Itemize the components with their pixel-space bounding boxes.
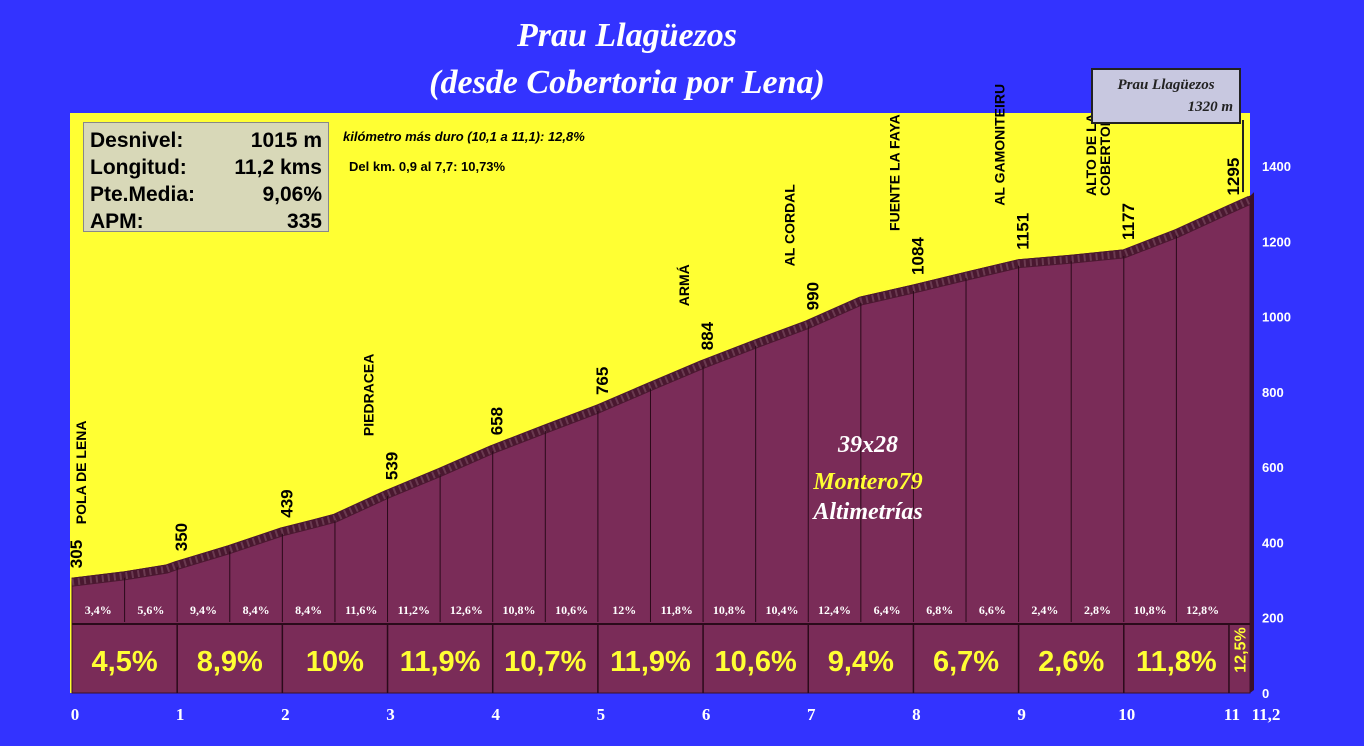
- y-tick-label: 800: [1262, 385, 1284, 400]
- km-gradient-label: 12,6%: [450, 603, 483, 617]
- stats-box: Desnivel: 1015 m Longitud: 11,2 kms Pte.Me…: [83, 122, 329, 233]
- km-gradient-label: 2,8%: [1084, 603, 1111, 617]
- section-gradient-label: 12,5%: [1232, 627, 1249, 672]
- y-tick-label: 0: [1262, 686, 1269, 701]
- km-gradient-label: 8,4%: [295, 603, 322, 617]
- x-tick-label: 2: [281, 705, 290, 724]
- section-gradient-label: 10,7%: [504, 646, 586, 678]
- km-gradient-label: 12%: [612, 603, 636, 617]
- place-label: COBERTORIA: [1097, 102, 1113, 196]
- place-label: ARMÁ: [676, 264, 692, 306]
- stat-longitud: Longitud: 11,2 kms: [90, 156, 322, 179]
- x-tick-label: 1: [176, 705, 185, 724]
- y-tick-label: 1000: [1262, 310, 1291, 325]
- km-gradient-label: 11,2%: [398, 603, 430, 617]
- elevation-label: 539: [383, 452, 402, 480]
- elevation-label: 1177: [1119, 203, 1138, 240]
- km-gradient-label: 8,4%: [243, 603, 270, 617]
- km-gradient-label: 9,4%: [190, 603, 217, 617]
- y-tick-label: 400: [1262, 535, 1284, 550]
- x-tick-label: 4: [491, 705, 500, 724]
- elevation-label: 305: [67, 540, 86, 568]
- stat-pendiente-media: Pte.Media: 9,06%: [90, 183, 322, 206]
- elevation-label: 765: [593, 367, 612, 395]
- y-tick-label: 200: [1262, 611, 1284, 626]
- site-credit: Altimetrías: [811, 499, 922, 525]
- x-tick-label: 5: [597, 705, 606, 724]
- km-gradient-label: 5,6%: [137, 603, 164, 617]
- place-label: AL GAMONITEIRU: [992, 84, 1008, 206]
- x-tick-label: 7: [807, 705, 816, 724]
- stat-desnivel: Desnivel: 1015 m: [90, 129, 322, 152]
- y-tick-label: 1400: [1262, 159, 1291, 174]
- stat-apm: APM: 335: [90, 210, 322, 233]
- section-gradient-label: 6,7%: [933, 646, 999, 678]
- section-gradient-label: 8,9%: [197, 646, 263, 678]
- km-gradient-label: 3,4%: [85, 603, 112, 617]
- km-gradient-label: 10,8%: [503, 603, 536, 617]
- x-tick-label: 8: [912, 705, 921, 724]
- km-gradient-label: 10,4%: [765, 603, 798, 617]
- x-tick-label: 3: [386, 705, 395, 724]
- elevation-label: 990: [803, 282, 822, 310]
- place-label: FUENTE LA FAYA: [886, 114, 902, 231]
- road-band: [71, 195, 1252, 587]
- elevation-label: 1084: [908, 237, 927, 275]
- km-gradient-label: 11,6%: [345, 603, 377, 617]
- km-gradient-label: 2,4%: [1031, 603, 1058, 617]
- section-gradient-label: 4,5%: [92, 646, 158, 678]
- section-gradient-label: 10%: [306, 646, 364, 678]
- place-label: ALTO DE LA: [1083, 113, 1099, 196]
- gear-ratio: 39x28: [837, 432, 898, 458]
- place-label: POLA DE LENA: [73, 420, 89, 524]
- profile-side: [1250, 192, 1254, 693]
- km-gradient-label: 10,8%: [1134, 603, 1167, 617]
- x-tick-label: 11,2: [1252, 705, 1281, 724]
- x-tick-label: 10: [1118, 705, 1135, 724]
- summit-altitude: 1320 m: [1187, 99, 1233, 115]
- author-credit: Montero79: [812, 469, 922, 495]
- elevation-label: 1295: [1224, 158, 1243, 196]
- km-gradient-label: 10,8%: [713, 603, 746, 617]
- km-gradient-label: 10,6%: [555, 603, 588, 617]
- km-gradient-label: 12,8%: [1186, 603, 1219, 617]
- y-tick-label: 600: [1262, 460, 1284, 475]
- summit-box: Prau Llagüezos 1320 m: [1091, 68, 1241, 124]
- section-gradient-label: 9,4%: [828, 646, 894, 678]
- elevation-label: 1151: [1014, 213, 1033, 250]
- x-tick-label: 9: [1017, 705, 1026, 724]
- elevation-label: 884: [698, 321, 717, 350]
- elevation-label: 439: [277, 489, 296, 517]
- y-tick-label: 1200: [1262, 234, 1291, 249]
- section-gradient-label: 11,8%: [1136, 646, 1217, 678]
- km-gradient-label: 11,8%: [661, 603, 693, 617]
- section-gradient-label: 2,6%: [1038, 646, 1104, 678]
- km-gradient-label: 6,8%: [926, 603, 953, 617]
- section-gradient-label: 10,6%: [715, 646, 797, 678]
- x-tick-label: 6: [702, 705, 711, 724]
- hardest-km-note: kilómetro más duro (10,1 a 11,1): 12,8%: [343, 129, 585, 144]
- elevation-label: 658: [488, 407, 507, 435]
- km-gradient-label: 6,6%: [979, 603, 1006, 617]
- section-gradient-label: 11,9%: [610, 646, 691, 678]
- place-label: AL CORDAL: [781, 184, 797, 267]
- section-gradient-label: 11,9%: [400, 646, 481, 678]
- km-gradient-label: 12,4%: [818, 603, 851, 617]
- stretch-note: Del km. 0,9 al 7,7: 10,73%: [349, 159, 506, 174]
- chart-title-line2: (desde Cobertoria por Lena): [429, 64, 825, 101]
- km-gradient-label: 6,4%: [874, 603, 901, 617]
- x-tick-label: 0: [71, 705, 80, 724]
- x-tick-label: 11: [1224, 705, 1240, 724]
- place-label: PIEDRACEA: [361, 354, 377, 436]
- chart-title-line1: Prau Llagüezos: [516, 17, 737, 54]
- summit-name: Prau Llagüezos: [1117, 77, 1215, 93]
- elevation-label: 350: [172, 523, 191, 551]
